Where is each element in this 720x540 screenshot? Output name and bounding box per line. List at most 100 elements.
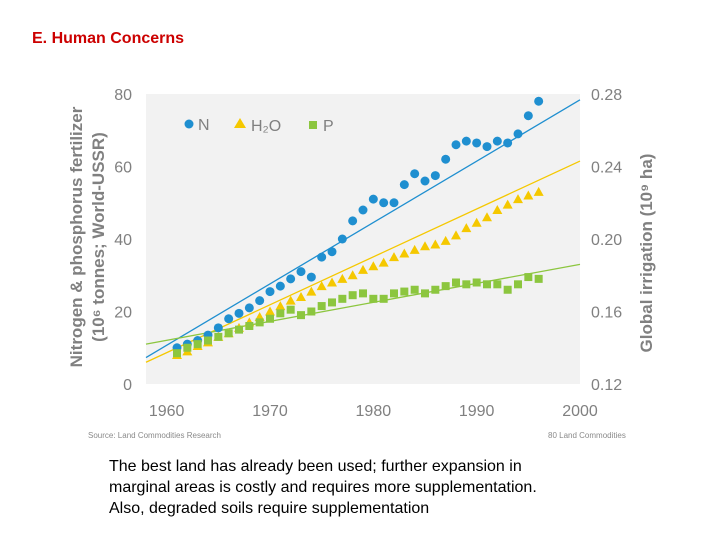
point-p [266, 314, 274, 323]
y2-tick-label: 0.12 [591, 377, 622, 394]
point-p [441, 282, 450, 291]
point-n [213, 323, 223, 333]
y-tick-label: 60 [114, 160, 132, 177]
caption-line: The best land has already been used; fur… [109, 458, 522, 475]
point-n [472, 138, 482, 148]
point-n [430, 171, 440, 181]
point-h2o [327, 277, 337, 287]
point-n [513, 129, 523, 139]
x-axis-ticks: 1960 1970 1980 1990 2000 [149, 403, 598, 420]
point-h2o [523, 190, 534, 200]
point-n [317, 252, 327, 262]
point-n [337, 234, 347, 244]
point-n [503, 138, 513, 148]
point-p [524, 273, 533, 282]
point-h2o [440, 235, 451, 245]
point-n [306, 272, 316, 282]
point-n [379, 198, 389, 208]
point-h2o [265, 306, 275, 316]
y2-tick-label: 0.28 [591, 87, 622, 104]
point-p [328, 298, 336, 307]
point-p [235, 325, 243, 334]
point-p [472, 278, 481, 287]
point-p [317, 302, 326, 311]
point-n [441, 154, 451, 164]
legend-label-p: P [323, 118, 334, 135]
point-h2o [533, 186, 544, 196]
y-tick-label: 80 [114, 87, 132, 104]
point-n [234, 308, 244, 318]
slide-title: E. Human Concerns [32, 30, 185, 47]
legend-marker-n [184, 119, 194, 129]
point-h2o [461, 223, 472, 233]
point-p [534, 274, 543, 283]
point-p [297, 311, 305, 320]
point-n [244, 303, 254, 313]
point-n [534, 96, 544, 106]
point-h2o [409, 244, 420, 254]
point-n [296, 267, 306, 277]
point-p [431, 285, 440, 294]
point-p [338, 294, 347, 303]
point-n [348, 216, 358, 226]
x-tick-label: 1990 [459, 403, 495, 420]
point-n [420, 176, 430, 186]
point-p [410, 285, 419, 294]
point-p [307, 307, 316, 316]
point-p [255, 318, 264, 327]
slide-caption: The best land has already been used; fur… [109, 456, 629, 519]
point-h2o [482, 212, 492, 222]
point-p [514, 280, 522, 289]
point-p [183, 343, 192, 352]
right-axis-ticks: 0.12 0.16 0.20 0.24 0.28 [591, 87, 622, 394]
point-n [265, 287, 275, 297]
y2-tick-label: 0.16 [591, 305, 622, 322]
point-h2o [430, 239, 441, 249]
point-n [482, 142, 492, 152]
point-p [204, 336, 212, 345]
point-n [368, 194, 378, 204]
data-markers [172, 96, 544, 359]
point-h2o [368, 261, 379, 271]
point-h2o [399, 248, 410, 258]
point-p [483, 280, 491, 289]
point-p [348, 291, 357, 300]
point-h2o [389, 252, 399, 262]
left-axis-label-line-1: Nitrogen & phosphorus fertilizer [67, 106, 86, 367]
point-p [400, 287, 409, 296]
point-p [462, 280, 471, 289]
x-tick-label: 1970 [252, 403, 288, 420]
point-p [421, 289, 429, 298]
point-p [379, 294, 388, 303]
point-p [369, 294, 378, 303]
legend-marker-h2o [234, 118, 246, 128]
point-n [327, 247, 337, 257]
point-p [452, 278, 460, 287]
legend: N H₂O P [184, 117, 334, 135]
y2-tick-label: 0.20 [591, 232, 622, 249]
y2-tick-label: 0.24 [591, 160, 622, 177]
point-h2o [347, 270, 358, 280]
point-h2o [451, 230, 461, 240]
legend-label-h2o: H₂O [251, 118, 281, 135]
source-note-left: Source: Land Commodities Research [88, 431, 221, 440]
point-p [390, 289, 398, 298]
x-tick-label: 1960 [149, 403, 185, 420]
y-tick-label: 0 [123, 377, 132, 394]
x-tick-label: 1980 [356, 403, 392, 420]
point-n [523, 111, 533, 121]
legend-label-n: N [198, 117, 210, 134]
point-p [224, 329, 233, 338]
point-n [461, 136, 471, 146]
point-h2o [502, 199, 513, 209]
point-h2o [275, 301, 286, 311]
point-n [410, 169, 420, 179]
point-h2o [306, 286, 317, 296]
point-p [276, 309, 285, 318]
point-p [359, 289, 367, 298]
point-h2o [316, 281, 327, 291]
source-note-right: 80 Land Commodities [548, 431, 626, 440]
point-h2o [420, 241, 430, 251]
point-n [358, 205, 368, 215]
left-axis-ticks: 0 20 40 60 80 [114, 87, 132, 394]
